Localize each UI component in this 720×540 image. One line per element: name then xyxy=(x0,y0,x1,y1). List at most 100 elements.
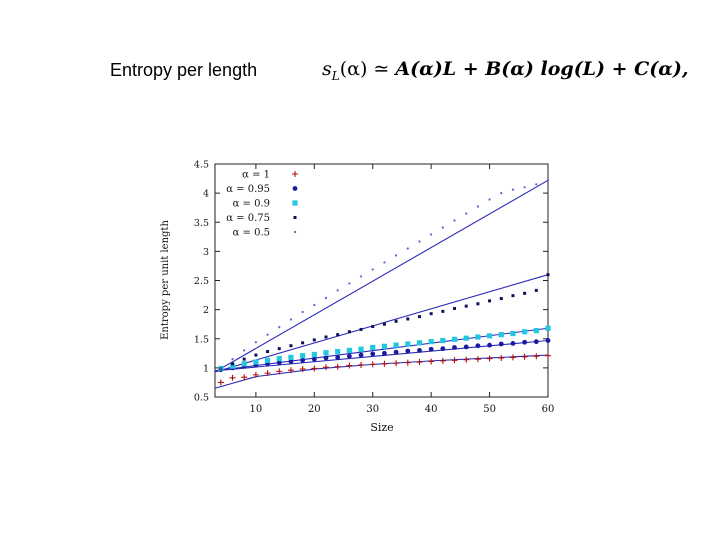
legend-label: α = 1 xyxy=(242,170,270,181)
series-points xyxy=(218,338,551,373)
plus-marker xyxy=(252,371,259,378)
square-marker xyxy=(300,353,306,359)
plus-marker xyxy=(229,374,236,381)
circle-marker xyxy=(335,354,341,360)
small-dot-marker xyxy=(418,240,421,243)
x-tick-label: 40 xyxy=(425,404,438,415)
plus-marker xyxy=(292,171,298,177)
plus-marker xyxy=(381,360,388,367)
plot-axes: 10 20 30 40 50 60 0.5 1 1.5 2 2.5 3 3.5 4 4.5 xyxy=(194,160,554,416)
small-dot-marker xyxy=(476,205,479,208)
legend-label: α = 0.95 xyxy=(226,184,270,195)
square-marker xyxy=(440,337,446,344)
small-dot-marker xyxy=(243,349,246,352)
circle-marker xyxy=(276,360,282,366)
small-dot-marker xyxy=(278,326,281,329)
plus-marker xyxy=(416,359,423,366)
formula-lhs-argument: (α) xyxy=(339,58,368,80)
series-points xyxy=(218,325,551,372)
square-marker xyxy=(498,332,504,338)
series-points xyxy=(219,273,550,371)
plus-marker xyxy=(358,361,365,368)
y-tick-label: 2 xyxy=(203,305,209,316)
square-marker xyxy=(545,325,551,331)
fit-line xyxy=(214,274,549,373)
slide-title: Entropy per length xyxy=(110,60,258,80)
square-marker xyxy=(253,359,259,365)
square-marker xyxy=(335,348,341,355)
plus-marker xyxy=(486,355,493,362)
plus-marker xyxy=(276,368,283,375)
dot-marker xyxy=(293,216,297,219)
small-dot-marker xyxy=(383,261,386,264)
square-marker xyxy=(486,333,493,339)
dot-marker xyxy=(499,297,503,301)
plus-marker xyxy=(299,366,306,373)
square-marker xyxy=(463,335,469,341)
y-tick-label: 4 xyxy=(203,189,209,200)
dot-marker xyxy=(488,299,492,303)
dot-marker xyxy=(429,312,433,316)
dot-marker xyxy=(266,350,270,354)
plus-marker xyxy=(334,363,341,370)
square-marker xyxy=(416,340,423,346)
dot-marker xyxy=(382,322,386,326)
small-dot-marker xyxy=(500,192,503,195)
small-dot-marker xyxy=(546,179,550,182)
square-marker xyxy=(393,342,399,348)
circle-marker xyxy=(292,186,298,191)
circle-marker xyxy=(533,339,539,345)
dot-marker xyxy=(324,335,328,339)
x-tick-label: 60 xyxy=(542,404,555,415)
circle-marker xyxy=(440,346,446,352)
x-tick-label: 10 xyxy=(250,404,263,415)
dot-marker xyxy=(242,357,246,361)
y-tick-label: 3 xyxy=(203,247,209,258)
dot-marker xyxy=(453,306,457,310)
legend-label: α = 0.9 xyxy=(233,199,270,210)
x-tick-label: 30 xyxy=(366,404,379,415)
dot-marker xyxy=(277,347,281,351)
dot-marker xyxy=(394,319,398,323)
circle-marker xyxy=(545,338,551,343)
data-points xyxy=(217,179,551,386)
plus-marker xyxy=(311,365,318,372)
formula-lhs-subscript: L xyxy=(331,68,340,83)
plus-marker xyxy=(428,358,435,365)
square-marker xyxy=(292,200,298,206)
dot-marker xyxy=(406,317,410,321)
y-tick-label: 2.5 xyxy=(194,276,209,287)
dot-marker xyxy=(301,341,305,345)
plus-marker xyxy=(346,362,353,369)
x-axis-label: Size xyxy=(370,421,393,434)
circle-marker xyxy=(346,353,352,359)
plus-marker xyxy=(404,359,411,366)
square-marker xyxy=(229,363,236,369)
small-dot-marker xyxy=(254,341,257,344)
small-dot-marker xyxy=(430,233,433,236)
formula-relation: ≃ xyxy=(367,58,396,80)
small-dot-marker xyxy=(371,268,374,271)
circle-marker xyxy=(510,341,516,346)
square-marker xyxy=(510,330,516,337)
x-tick-label: 20 xyxy=(308,404,321,415)
y-axis-label: Entropy per unit length xyxy=(160,220,171,340)
small-dot-marker xyxy=(453,219,456,222)
plus-marker xyxy=(521,353,528,360)
circle-marker xyxy=(358,352,364,358)
small-dot-marker xyxy=(359,275,363,278)
circle-marker xyxy=(405,348,411,354)
plus-marker xyxy=(451,357,458,364)
circle-marker xyxy=(370,351,376,357)
fit-line xyxy=(214,179,549,373)
small-dot-marker xyxy=(406,247,409,250)
circle-marker xyxy=(393,349,399,355)
small-dot-marker xyxy=(231,358,234,361)
y-tick-label: 3.5 xyxy=(194,218,209,229)
circle-marker xyxy=(452,345,457,350)
square-marker xyxy=(522,329,528,335)
small-dot-marker xyxy=(488,198,491,201)
square-marker xyxy=(428,339,434,345)
square-marker xyxy=(311,351,317,358)
dot-marker xyxy=(359,327,363,331)
